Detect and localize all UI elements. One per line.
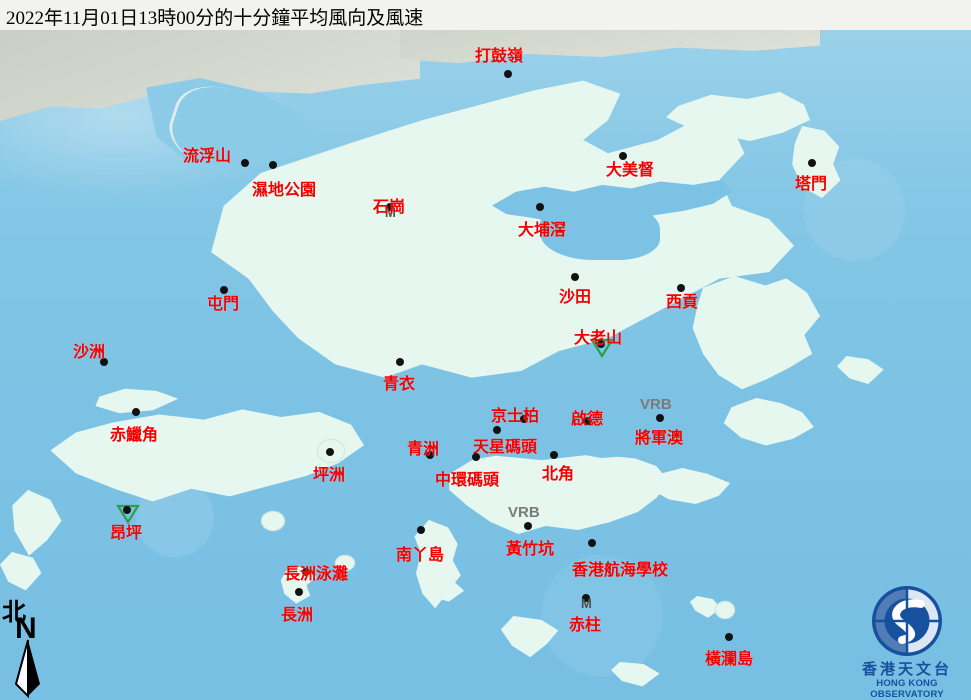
station-label: 長洲泳灘 [284, 566, 349, 583]
station-marker-dot [426, 451, 434, 459]
station-marker-dot [220, 286, 228, 294]
station-marker-dot [396, 358, 404, 366]
water-tai-po [540, 200, 660, 260]
station-marker-dot [504, 70, 512, 78]
station-marker-dot [269, 161, 277, 169]
station-marker-dot [524, 522, 532, 530]
hko-logo: 香港天文台 HONG KONG OBSERVATORY [848, 584, 966, 700]
station-marker-dot [132, 408, 140, 416]
station-label: 石崗 [373, 199, 406, 216]
hko-logo-english: HONG KONG OBSERVATORY [870, 678, 944, 700]
station-marker-dot [597, 340, 605, 348]
station-label: 打鼓嶺 [475, 48, 524, 65]
station-marker-dot [571, 273, 579, 281]
station-marker-dot [472, 453, 480, 461]
compass-rose: 北 N [2, 592, 58, 700]
station-label: 京士柏 [491, 408, 540, 425]
north-arrow-icon [14, 639, 40, 699]
station-label: 沙洲 [73, 344, 106, 361]
station-label: 濕地公園 [252, 182, 317, 199]
station-marker-dot [123, 506, 131, 514]
station-marker-dot [808, 159, 816, 167]
landmass-islet-waglan-2 [716, 602, 734, 618]
station-label: 大埔滘 [518, 222, 567, 239]
station-marker-dot [536, 203, 544, 211]
station-marker-dot [588, 539, 596, 547]
station-label: 西貢 [666, 294, 699, 311]
station-marker-dot [417, 526, 425, 534]
station-marker-dot [725, 633, 733, 641]
station-marker-dot [619, 152, 627, 160]
compass-label-chinese: 北 [2, 600, 26, 626]
station-label: 大美督 [606, 162, 655, 179]
hko-logo-chinese: 香港天文台 [861, 662, 952, 678]
station-marker-dot [582, 594, 590, 602]
station-marker-dot [326, 448, 334, 456]
hko-logo-icon [872, 586, 942, 656]
station-label: 青衣 [383, 376, 416, 393]
station-marker-dot [656, 414, 664, 422]
station-label: 屯門 [207, 296, 240, 313]
variable-wind-indicator: VRB [508, 504, 540, 521]
station-label: 流浮山 [183, 148, 232, 165]
station-label: 中環碼頭 [435, 472, 500, 489]
landmass-islet-mid [336, 556, 354, 570]
station-label: 沙田 [559, 289, 592, 306]
station-label: 青洲 [407, 441, 440, 458]
station-marker-dot [584, 417, 592, 425]
station-label: 長洲 [281, 607, 314, 624]
landmass-islet-south-2 [420, 578, 465, 602]
station-label: 赤鱲角 [110, 427, 159, 444]
missing-data-indicator: M [581, 596, 592, 611]
station-marker-dot [302, 568, 310, 576]
variable-wind-indicator: VRB [640, 396, 672, 413]
station-marker-dot [295, 588, 303, 596]
station-label: 橫瀾島 [705, 651, 754, 668]
compass-label-north: N [15, 612, 37, 645]
station-marker-dot [677, 284, 685, 292]
station-label: 啟德 [571, 411, 604, 428]
station-marker-dot [550, 451, 558, 459]
station-marker-dot [241, 159, 249, 167]
missing-data-indicator: M [385, 205, 396, 220]
station-label: 塔門 [795, 176, 828, 193]
page-title: 2022年11月01日13時00分的十分鐘平均風向及風速 [6, 8, 424, 29]
station-label: 將軍澳 [635, 430, 684, 447]
station-marker-dot [493, 426, 501, 434]
station-label: 昂坪 [110, 525, 143, 542]
station-label: 北角 [542, 466, 575, 483]
station-label: 香港航海學校 [572, 562, 669, 579]
station-label: 大老山 [574, 330, 623, 347]
station-label: 黃竹坑 [506, 541, 555, 558]
station-label: 坪洲 [313, 467, 346, 484]
station-label: 天星碼頭 [473, 439, 538, 456]
station-label: 赤柱 [569, 617, 602, 634]
landmass-islet-peng [262, 512, 284, 530]
station-marker-dot [520, 415, 528, 423]
title-bar: 2022年11月01日13時00分的十分鐘平均風向及風速 [0, 0, 971, 30]
station-label: 南丫島 [396, 547, 445, 564]
station-marker-dot [386, 203, 394, 211]
station-marker-dot [100, 358, 108, 366]
